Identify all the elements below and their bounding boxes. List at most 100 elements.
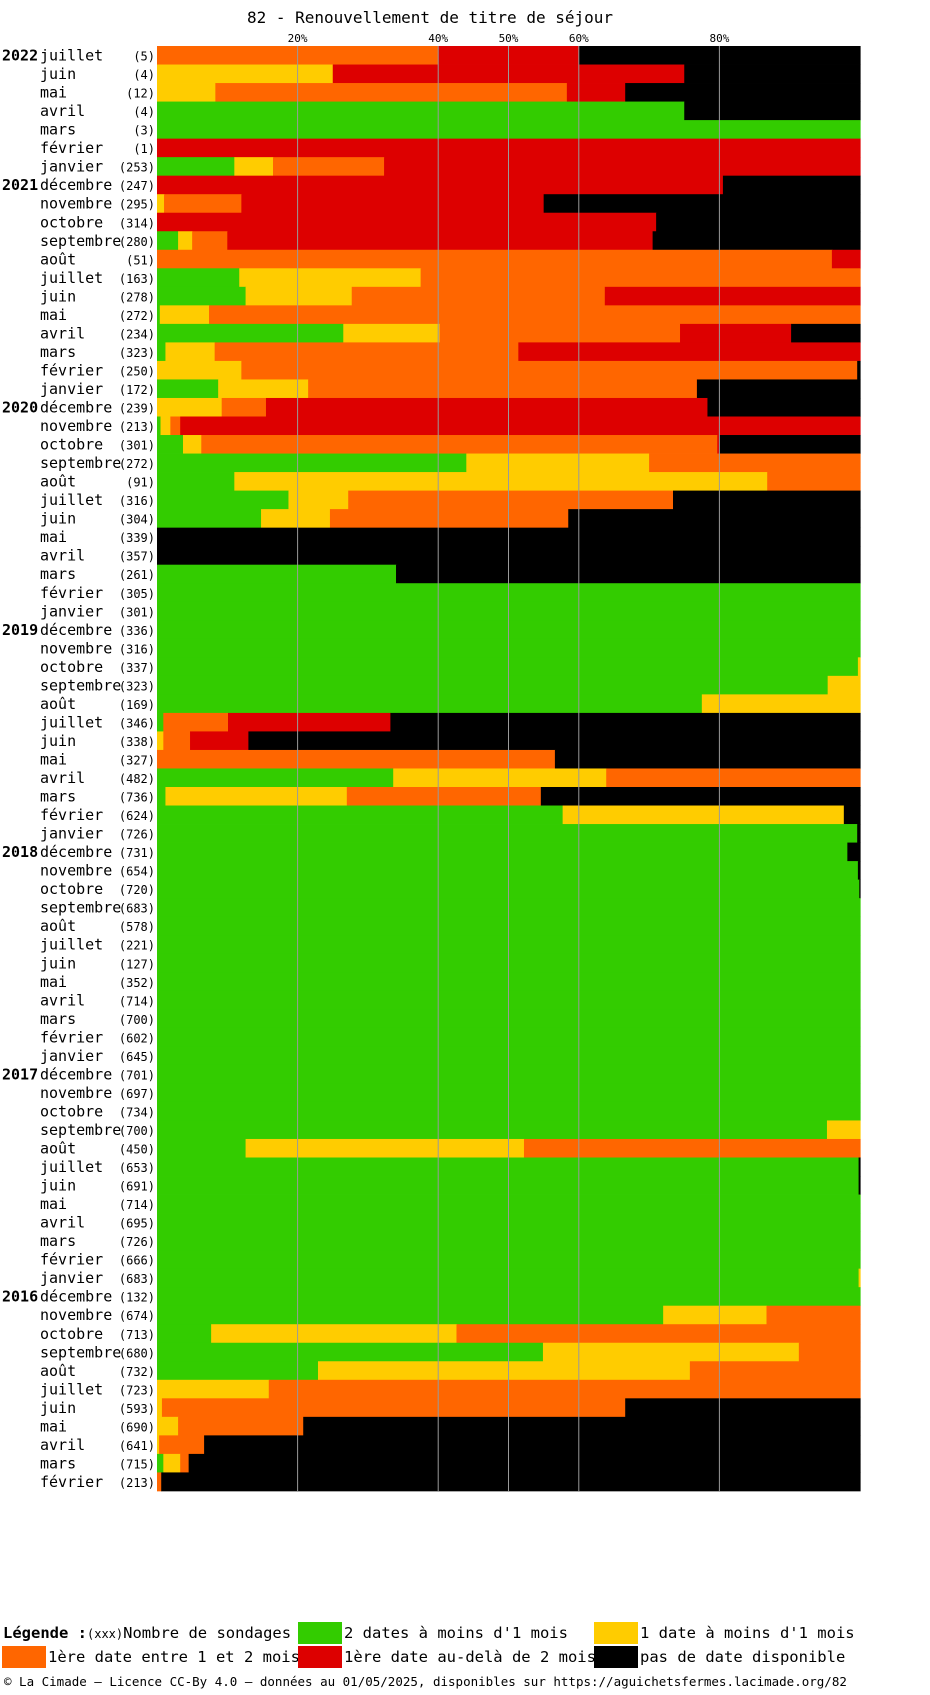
bar-segment-black <box>204 1435 861 1455</box>
month-label: mai <box>40 1195 67 1213</box>
bar-segment-orange <box>523 1138 861 1158</box>
bar-segment-orange <box>214 342 519 362</box>
year-label: 2018 <box>2 843 38 861</box>
month-label: janvier <box>40 602 103 620</box>
count-label: (578) <box>119 920 155 934</box>
legend-swatch-green <box>298 1622 342 1644</box>
count-label: (51) <box>126 253 155 267</box>
count-label: (169) <box>119 698 155 712</box>
bar-segment-green <box>157 1138 247 1158</box>
month-label: octobre <box>40 1102 103 1120</box>
bar-segment-black <box>843 805 861 825</box>
month-label: août <box>40 1362 76 1380</box>
month-label: juin <box>40 732 76 750</box>
count-label: (690) <box>119 1420 155 1434</box>
month-label: août <box>40 473 76 491</box>
bar-segment-green <box>157 657 859 677</box>
month-label: novembre <box>40 1084 112 1102</box>
bar-segment-black <box>652 231 861 251</box>
x-tick-label: 50% <box>499 32 519 45</box>
count-label: (726) <box>119 1235 155 1249</box>
footer-credit: © La Cimade – Licence CC-By 4.0 – donnée… <box>4 1674 847 1689</box>
month-label: mai <box>40 528 67 546</box>
bar-segment-yellow <box>826 1120 861 1140</box>
month-label: avril <box>40 769 85 787</box>
month-label: septembre <box>40 1121 121 1139</box>
month-label: janvier <box>40 1047 103 1065</box>
bar-segment-yellow <box>234 157 274 177</box>
count-label: (127) <box>119 957 155 971</box>
month-label: mars <box>40 343 76 361</box>
count-label: (701) <box>119 1068 155 1082</box>
bar-segment-orange <box>192 231 228 251</box>
bar-segment-orange <box>209 305 861 325</box>
month-label: avril <box>40 991 85 1009</box>
bar-segment-red <box>180 416 861 436</box>
count-label: (239) <box>119 402 155 416</box>
count-label: (295) <box>119 198 155 212</box>
month-label: octobre <box>40 1325 103 1343</box>
bar-segment-yellow <box>165 787 348 806</box>
gridlines-layer <box>297 46 720 1491</box>
bar-segment-black <box>857 824 861 843</box>
count-label: (714) <box>119 994 155 1008</box>
bar-segment-red <box>717 435 720 454</box>
bar-segment-yellow <box>466 453 650 473</box>
month-label: août <box>40 1140 76 1158</box>
month-label: mai <box>40 750 67 768</box>
bar-segment-orange <box>268 1379 861 1399</box>
count-label: (172) <box>119 383 155 397</box>
count-label: (482) <box>119 772 155 786</box>
row-labels: 2022 juillet (5)juin (4)mai (12)avril (4)mars… <box>2 47 155 1491</box>
month-label: novembre <box>40 417 112 435</box>
bar-segment-yellow <box>157 1379 270 1399</box>
bar-segment-green <box>157 824 858 843</box>
count-label: (278) <box>119 290 155 304</box>
count-label: (654) <box>119 865 155 879</box>
month-label: juillet <box>40 1380 103 1398</box>
month-label: septembre <box>40 1343 121 1361</box>
x-tick-label: 20% <box>288 32 308 45</box>
legend-count-desc: Nombre de sondages <box>123 1624 292 1642</box>
month-label: février <box>40 361 103 379</box>
count-label: (280) <box>119 235 155 249</box>
count-label: (314) <box>119 216 155 230</box>
bar-segment-black <box>858 1157 861 1177</box>
bar-segment-green <box>157 787 167 806</box>
bar-segment-yellow <box>183 435 202 454</box>
bar-segment-green <box>157 305 161 325</box>
bar-segment-yellow <box>211 1324 458 1344</box>
count-label: (5) <box>133 50 155 64</box>
count-label: (731) <box>119 846 155 860</box>
month-label: juin <box>40 1177 76 1195</box>
count-label: (253) <box>119 161 155 175</box>
month-label: janvier <box>40 380 103 398</box>
month-label: mars <box>40 121 76 139</box>
bar-segment-black <box>857 360 861 380</box>
month-label: juillet <box>40 713 103 731</box>
month-label: janvier <box>40 825 103 843</box>
count-label: (12) <box>126 87 155 101</box>
bar-segment-yellow <box>218 379 309 399</box>
bar-segment-black <box>857 861 861 881</box>
legend-swatch-orange <box>2 1646 46 1668</box>
bar-segment-red <box>680 323 792 343</box>
bar-segment-black <box>858 1176 861 1195</box>
month-label: octobre <box>40 658 103 676</box>
bar-segment-yellow <box>160 416 171 436</box>
bar-segment-green <box>157 1120 828 1140</box>
bar-segment-orange <box>201 435 718 454</box>
month-label: décembre <box>40 621 112 639</box>
bar-segment-orange <box>767 472 861 491</box>
bar-segment-orange <box>241 360 858 380</box>
bar-segment-orange <box>215 83 568 102</box>
month-label: mars <box>40 1454 76 1472</box>
bar-segment-yellow <box>245 1138 525 1158</box>
bar-segment-yellow <box>157 731 164 751</box>
month-label: août <box>40 695 76 713</box>
month-label: juin <box>40 287 76 305</box>
legend-label-red: 1ère date au-delà de 2 mois <box>344 1648 596 1666</box>
count-label: (714) <box>119 1198 155 1212</box>
month-label: avril <box>40 547 85 565</box>
bar-segment-yellow <box>393 768 607 788</box>
